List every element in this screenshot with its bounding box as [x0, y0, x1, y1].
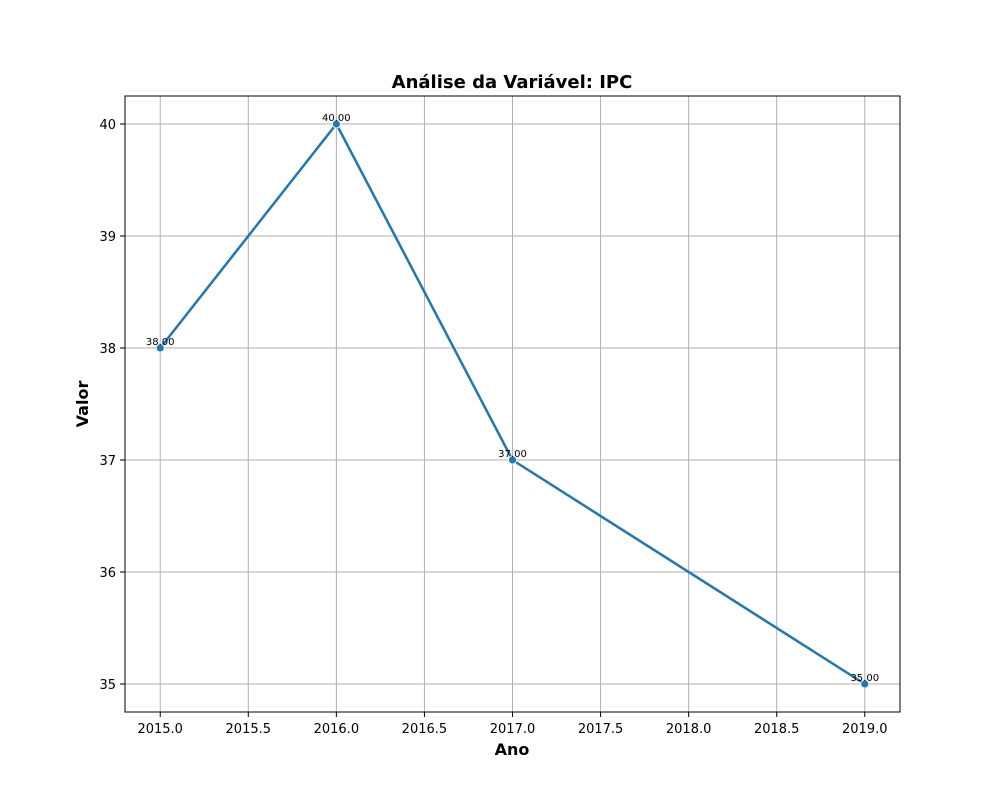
x-tick-label: 2017.5: [578, 722, 624, 737]
y-tick-label: 39: [99, 230, 116, 245]
plot-frame: [124, 95, 901, 713]
x-tick-label: 2018.0: [666, 722, 712, 737]
x-axis-label: Ano: [495, 740, 530, 759]
x-tick-label: 2016.0: [314, 722, 360, 737]
data-point: [860, 679, 870, 689]
x-tick-label: 2019.0: [842, 722, 888, 737]
data-label: 37.00: [498, 449, 527, 460]
series-layer: 38.00 40.00 37.00 35.00: [146, 113, 879, 689]
grid-lines: [125, 96, 900, 712]
y-tick-label: 36: [99, 566, 116, 581]
y-tick-label: 37: [99, 454, 116, 469]
data-point: [508, 455, 517, 465]
x-tick-label: 2015.0: [137, 722, 183, 737]
x-tick-label: 2017.0: [490, 722, 536, 737]
data-label: 40.00: [322, 113, 351, 124]
data-label: 35.00: [850, 673, 879, 684]
y-tick-label: 38: [99, 342, 116, 357]
x-tick-label: 2015.5: [226, 722, 272, 737]
y-axis-label: Valor: [73, 381, 92, 428]
series-line: [159, 122, 866, 686]
x-tick-label: 2018.5: [754, 722, 800, 737]
y-tick-label: 35: [99, 678, 116, 693]
data-point: [155, 343, 165, 353]
chart-title: Análise da Variável: IPC: [392, 72, 633, 93]
axis-ticks: 2015.0 2015.5 2016.0 2016.5 2017.0 2017.5 2018…: [99, 118, 887, 737]
data-label: 38.00: [146, 337, 175, 348]
y-tick-label: 40: [99, 118, 116, 133]
x-tick-label: 2016.5: [402, 722, 448, 737]
data-point: [331, 119, 341, 129]
